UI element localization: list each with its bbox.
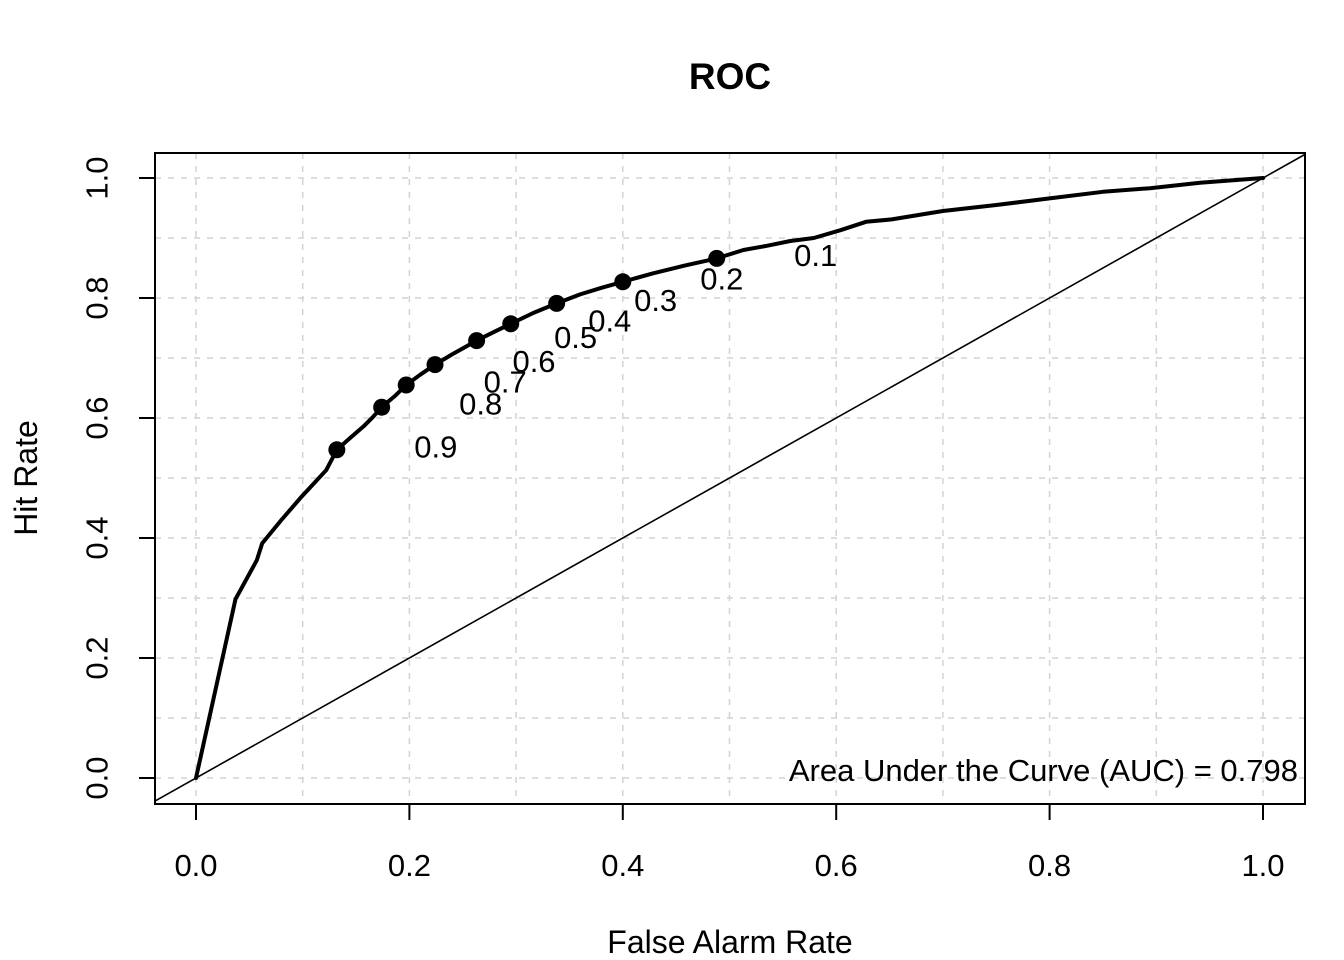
y-tick-label: 0.8 — [80, 276, 115, 319]
x-tick-label: 0.8 — [1028, 848, 1071, 883]
threshold-point — [708, 249, 726, 267]
threshold-point — [614, 273, 632, 291]
x-tick-label: 0.2 — [388, 848, 431, 883]
y-tick-label: 1.0 — [80, 156, 115, 199]
threshold-label: 0.7 — [484, 365, 527, 400]
threshold-point — [548, 294, 566, 312]
x-tick-label: 1.0 — [1241, 848, 1284, 883]
threshold-label: 0.1 — [794, 238, 837, 273]
threshold-label: 0.3 — [634, 283, 677, 318]
x-tick-label: 0.6 — [815, 848, 858, 883]
threshold-label: 0.5 — [554, 320, 597, 355]
plot-box — [154, 152, 1306, 805]
threshold-labels: 0.1 0.2 0.30.40.50.60.70.80.9 — [414, 238, 837, 464]
x-axis-label: False Alarm Rate — [607, 924, 852, 960]
y-axis-label: Hit Rate — [8, 420, 44, 536]
chart-title: ROC — [689, 56, 771, 97]
threshold-label: 0.4 — [588, 303, 631, 338]
y-tick-label: 0.2 — [80, 636, 115, 679]
y-tick-label: 0.6 — [80, 396, 115, 439]
threshold-point — [328, 441, 346, 459]
x-axis: 0.0 0.2 0.4 0.6 0.8 1.0 — [174, 804, 1285, 883]
x-tick-label: 0.0 — [174, 848, 217, 883]
chance-diagonal-line — [154, 153, 1306, 802]
x-tick-label: 0.4 — [601, 848, 644, 883]
y-tick-label: 0.0 — [80, 756, 115, 799]
y-tick-label: 0.4 — [80, 516, 115, 559]
threshold-point — [397, 376, 415, 394]
y-axis: 0.0 0.2 0.4 0.6 0.8 1.0 — [80, 156, 155, 800]
threshold-point — [468, 332, 486, 350]
threshold-label: 0.2 — [700, 261, 743, 296]
auc-annotation: Area Under the Curve (AUC) = 0.798 — [789, 753, 1298, 788]
threshold-point — [426, 356, 444, 374]
threshold-label: 0.8 — [459, 387, 502, 422]
threshold-label: 0.9 — [414, 429, 457, 464]
threshold-label: 0.6 — [512, 344, 555, 379]
threshold-point — [373, 398, 391, 416]
threshold-points — [328, 249, 726, 459]
threshold-point — [502, 315, 520, 333]
